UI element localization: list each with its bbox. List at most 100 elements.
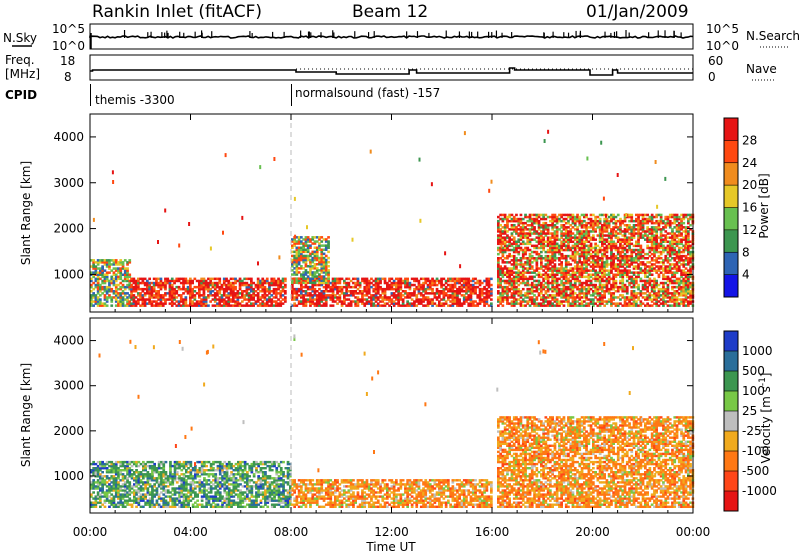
heatmap-cell <box>230 278 233 281</box>
heatmap-cell <box>461 294 464 297</box>
heatmap-cell <box>633 224 636 227</box>
heatmap-cell <box>572 245 575 248</box>
heatmap-cell <box>418 280 421 283</box>
nsearch-label: N.Search <box>746 29 800 43</box>
heatmap-cell <box>689 224 692 227</box>
heatmap-cell <box>549 300 552 303</box>
heatmap-cell <box>572 236 575 239</box>
heatmap-cell <box>341 286 344 289</box>
heatmap-cell <box>515 286 518 289</box>
heatmap-cell <box>388 278 391 281</box>
heatmap-cell <box>246 302 249 305</box>
heatmap-cell <box>651 257 654 260</box>
heatmap-cell <box>637 296 640 299</box>
heatmap-cell <box>497 253 500 256</box>
heatmap-cell <box>545 214 548 217</box>
heatmap-cell <box>574 271 577 274</box>
heatmap-cell <box>662 238 665 241</box>
heatmap-cell <box>667 257 670 260</box>
heatmap-cell <box>630 286 633 289</box>
heatmap-cell <box>327 236 330 239</box>
heatmap-cell <box>502 230 505 233</box>
heatmap-cell <box>621 269 624 272</box>
heatmap-cell <box>526 300 529 303</box>
heatmap-cell <box>615 220 618 223</box>
heatmap-cell <box>667 241 670 244</box>
heatmap-cell <box>182 278 185 281</box>
heatmap-cell <box>633 245 636 248</box>
heatmap-cell <box>420 284 423 287</box>
heatmap-cell <box>637 271 640 274</box>
heatmap-cell <box>642 284 645 287</box>
heatmap-cell <box>678 265 681 268</box>
heatmap-cell <box>476 286 479 289</box>
heatmap-cell <box>325 244 328 247</box>
heatmap-cell <box>391 282 394 285</box>
heatmap-cell <box>279 280 282 283</box>
heatmap-cell <box>572 267 575 270</box>
heatmap-cell <box>126 267 129 270</box>
heatmap-cell <box>545 282 548 285</box>
heatmap-cell <box>642 269 645 272</box>
heatmap-cell <box>146 280 149 283</box>
heatmap-cell <box>372 302 375 305</box>
heatmap-cell <box>531 271 534 274</box>
heatmap-cell <box>538 292 541 295</box>
heatmap-cell <box>621 230 624 233</box>
heatmap-cell <box>671 271 674 274</box>
heatmap-cell <box>198 300 201 303</box>
heatmap-cell <box>440 302 443 305</box>
heatmap-cell <box>522 222 525 225</box>
heatmap-cell <box>180 304 183 307</box>
freq-label: Freq. <box>5 53 35 67</box>
heatmap-cell <box>175 286 178 289</box>
heatmap-cell <box>526 220 529 223</box>
heatmap-cell <box>296 240 299 243</box>
heatmap-cell <box>667 232 670 235</box>
heatmap-cell <box>348 282 351 285</box>
heatmap-cell <box>148 278 151 281</box>
heatmap-cell <box>314 282 317 285</box>
heatmap-cell <box>329 304 332 307</box>
heatmap-cell <box>689 265 692 268</box>
heatmap-cell <box>551 232 554 235</box>
heatmap-cell <box>325 294 328 297</box>
freq-trace <box>90 68 693 75</box>
heatmap-cell <box>597 298 600 301</box>
heatmap-cell <box>348 302 351 305</box>
heatmap-cell <box>124 286 127 289</box>
heatmap-cell <box>200 298 203 301</box>
heatmap-cell <box>318 236 321 239</box>
heatmap-cell <box>314 240 317 243</box>
heatmap-cell <box>597 271 600 274</box>
heatmap-cell <box>682 255 685 258</box>
heatmap-cell <box>372 294 375 297</box>
heatmap-cell <box>549 274 552 277</box>
heatmap-cell <box>612 292 615 295</box>
heatmap-cell <box>630 302 633 305</box>
heatmap-cell <box>106 271 109 274</box>
heatmap-cell <box>615 302 618 305</box>
heatmap-cell <box>395 302 398 305</box>
heatmap-cell <box>314 288 317 291</box>
heatmap-cell <box>649 216 652 219</box>
heatmap-cell <box>320 244 323 247</box>
heatmap-cell <box>563 304 566 307</box>
heatmap-cell <box>169 280 172 283</box>
heatmap-cell <box>296 247 299 250</box>
heatmap-cell <box>318 269 321 272</box>
heatmap-cell <box>268 296 271 299</box>
heatmap-cell <box>682 226 685 229</box>
heatmap-cell <box>302 242 305 245</box>
heatmap-cell <box>574 292 577 295</box>
heatmap-cell <box>511 238 514 241</box>
heatmap-cell <box>531 251 534 254</box>
heatmap-cell <box>459 264 461 268</box>
heatmap-cell <box>685 304 688 307</box>
heatmap-cell <box>515 226 518 229</box>
heatmap-cell <box>685 255 688 258</box>
heatmap-cell <box>241 280 244 283</box>
heatmap-cell <box>685 271 688 274</box>
heatmap-cell <box>209 288 212 291</box>
heatmap-cell <box>160 294 163 297</box>
